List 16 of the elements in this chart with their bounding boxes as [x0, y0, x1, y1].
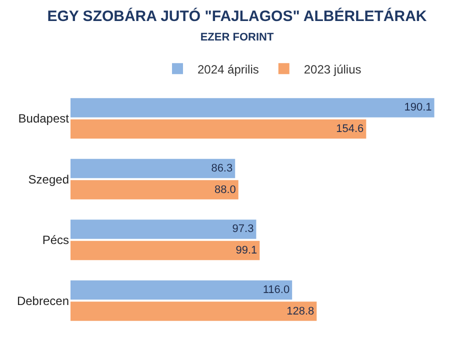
legend-label: 2023 július [304, 62, 362, 76]
data-label: 86.3 [211, 162, 233, 174]
legend-label: 2024 április [198, 62, 259, 76]
data-label: 128.8 [286, 305, 314, 318]
y-tick-label: Debrecen [16, 294, 69, 308]
data-label: 88.0 [214, 184, 236, 196]
data-label: 116.0 [262, 284, 290, 296]
y-tick-label: Budapest [18, 112, 70, 126]
data-label: 154.6 [336, 123, 364, 136]
y-tick-label: Szeged [28, 172, 69, 186]
chart-title: EGY SZOBÁRA JUTÓ "FAJLAGOS" ALBÉRLETÁRAK [47, 6, 427, 25]
data-label: 190.1 [404, 102, 432, 114]
data-label: 99.1 [236, 244, 258, 257]
y-tick-label: Pécs [42, 233, 69, 248]
data-label: 97.3 [232, 223, 254, 236]
chart-subtitle: EZER FORINT [200, 31, 274, 44]
